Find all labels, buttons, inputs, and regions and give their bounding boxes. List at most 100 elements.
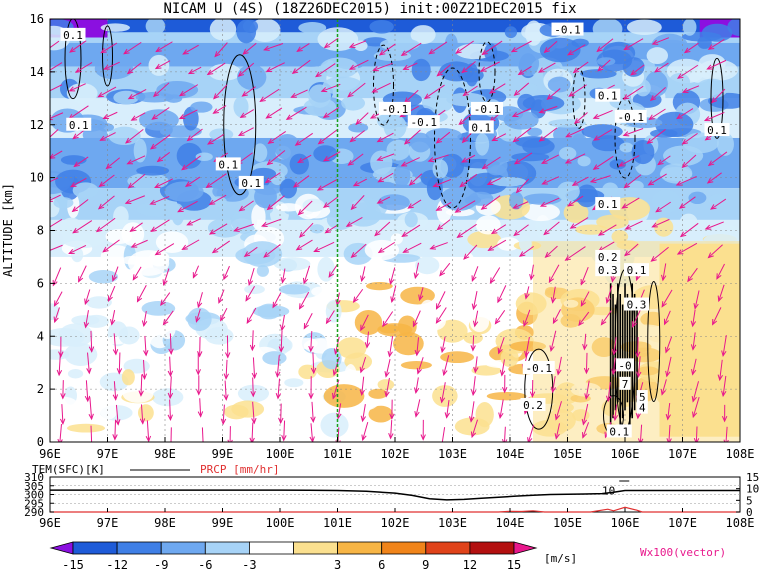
shade-cell [196, 152, 213, 161]
shade-cell [652, 190, 681, 213]
x-tick-label: 97E [97, 447, 119, 461]
shade-cell [149, 55, 170, 76]
x-tick-label: 105E [553, 447, 582, 461]
vector-legend: Wx100(vector) [640, 546, 726, 559]
contour-label: 0.1 [598, 90, 618, 103]
shade-cell [205, 327, 234, 345]
shade-cell [67, 424, 105, 433]
shade-cell [426, 128, 462, 142]
shade-cell [465, 63, 478, 87]
colorbar-left-arrow [51, 542, 73, 554]
shade-cell [518, 51, 539, 77]
contour-label: 0.1 [63, 29, 83, 42]
shade-cell [189, 390, 204, 407]
shade-cell [89, 270, 118, 284]
shade-cell [210, 196, 226, 207]
shade-cell [95, 58, 133, 79]
shade-cell [683, 18, 697, 35]
contour-label: 4 [639, 402, 646, 415]
shade-cell [53, 197, 73, 208]
shade-cell [391, 233, 403, 244]
shade-cell [308, 84, 331, 108]
shade-cell [108, 127, 140, 145]
contour-label: 0.2 [523, 399, 543, 412]
shade-cell [165, 181, 204, 201]
colorbar-swatch [470, 542, 514, 554]
surface-x-label: 103E [438, 516, 467, 530]
colorbar-swatch [117, 542, 161, 554]
contour-label: 0.1 [69, 119, 89, 132]
surface-x-label: 101E [323, 516, 352, 530]
shade-cell [236, 20, 256, 44]
colorbar-label: -6 [198, 558, 212, 572]
shade-cell [123, 385, 154, 403]
shade-cell [280, 179, 297, 199]
shade-cell [491, 259, 505, 272]
colorbar-label: 12 [463, 558, 477, 572]
surface-x-label: 104E [496, 516, 525, 530]
vector-head [43, 90, 48, 94]
shade-cell [311, 287, 329, 297]
shade-cell [393, 164, 410, 187]
shade-cell [647, 47, 668, 64]
shade-cell [146, 17, 166, 35]
vector-head [43, 138, 48, 143]
y-tick-label: 10 [30, 171, 44, 185]
surface-x-label: 97E [97, 516, 119, 530]
shade-cell [355, 310, 382, 335]
shade-cell [619, 143, 633, 153]
vector-shaft [253, 378, 254, 397]
colorbar-swatch [426, 542, 470, 554]
shade-cell [139, 109, 179, 130]
x-tick-label: 98E [154, 447, 176, 461]
contour-label: 0.3 [627, 299, 647, 312]
colorbar-swatch [294, 542, 338, 554]
shade-cell [380, 38, 420, 51]
colorbar-label: 3 [334, 558, 341, 572]
shade-cell [337, 337, 366, 359]
contour-label: -0.1 [526, 362, 553, 375]
shade-cell [490, 177, 526, 186]
contour-label: 0.2 [598, 251, 618, 264]
shade-cell [415, 256, 439, 274]
colorbar-swatch [161, 542, 205, 554]
shade-cell [113, 91, 138, 105]
shade-cell [419, 300, 436, 324]
surface-x-label: 102E [381, 516, 410, 530]
x-tick-label: 101E [323, 447, 352, 461]
x-tick-label: 103E [438, 447, 467, 461]
contour-label: -0.1 [618, 111, 645, 124]
surface-x-label: 108E [726, 516, 755, 530]
shade-cell [284, 378, 303, 387]
shade-cell [244, 285, 265, 294]
shade-cell [279, 284, 310, 294]
y-tick-label: 2 [37, 382, 44, 396]
shade-cell [137, 202, 178, 217]
shade-cell [432, 385, 458, 407]
x-tick-label: 106E [611, 447, 640, 461]
colorbar-swatch [205, 542, 249, 554]
shade-cell [44, 396, 77, 410]
vector-head [44, 226, 49, 231]
shade-cell [62, 232, 103, 248]
shade-cell [42, 349, 69, 360]
main-plot: 0.10.10.10.1-0.1-0.1-0.10.1-0.10.1-0.10.… [30, 17, 753, 448]
surface-x-label: 96E [39, 516, 61, 530]
shade-cell [136, 166, 169, 176]
x-tick-label: 107E [668, 447, 697, 461]
shade-cell [327, 209, 354, 230]
x-tick-label: 96E [39, 447, 61, 461]
shade-cell [98, 123, 114, 132]
shade-cell [159, 318, 176, 339]
shade-cell [73, 182, 99, 198]
contour-label: -0.1 [382, 103, 409, 116]
shade-cell [122, 369, 135, 385]
shade-cell [548, 77, 571, 93]
shade-cell [61, 155, 87, 165]
shade-cell [504, 111, 539, 130]
contour-label: 0.1 [241, 177, 261, 190]
shade-cell [374, 50, 411, 61]
shade-cell [412, 59, 431, 81]
shade-cell [317, 257, 334, 282]
y-tick-label: 12 [30, 118, 44, 132]
